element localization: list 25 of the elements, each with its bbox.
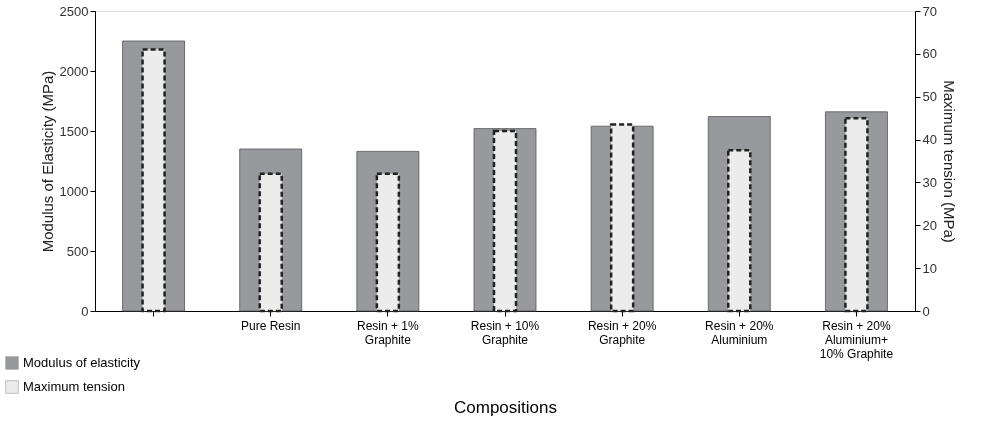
- y-tick-label: 1500: [59, 123, 89, 139]
- y2-tick-label: 70: [922, 3, 937, 19]
- y-tick-label: 2000: [59, 63, 89, 79]
- y-axis-title: Modulus of Elasticity (MPa): [38, 70, 56, 253]
- y-tick-label: 2500: [59, 3, 89, 19]
- y2-tick-label: 10: [922, 260, 937, 276]
- x-tick-label: Resin + 20% Graphite: [587, 318, 657, 347]
- legend-label: Modulus of elasticity: [23, 355, 141, 370]
- y-tick-label: 500: [66, 243, 89, 259]
- x-tick-label: Resin + 20% Aluminium+ 10% Graphite: [819, 318, 894, 361]
- y-tick-label: 1000: [59, 183, 89, 199]
- y-tick-label: 0: [81, 303, 89, 319]
- x-axis-title: Compositions: [454, 397, 557, 417]
- legend-label: Maximum tension: [23, 379, 125, 394]
- x-tick-label: Resin + 1% Graphite: [357, 318, 420, 347]
- x-tick-label: Resin + 20% Aluminium: [705, 318, 774, 347]
- x-tick-label: Resin + 10% Graphite: [470, 318, 540, 347]
- y2-tick-label: 50: [922, 89, 937, 105]
- y2-tick-label: 40: [922, 132, 937, 148]
- y2-tick-label: 60: [922, 46, 937, 62]
- x-tick-label: Pure Resin: [241, 318, 301, 333]
- y2-tick-label: 30: [922, 174, 937, 190]
- y2-tick-label: 0: [922, 303, 930, 319]
- y2-axis-title: Maximum tension (MPa): [940, 80, 958, 243]
- y2-tick-label: 20: [922, 217, 937, 233]
